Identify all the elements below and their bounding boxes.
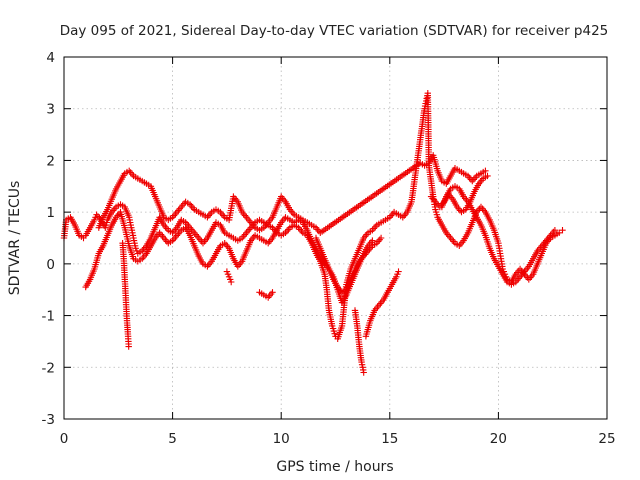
series-main-track [60, 90, 566, 342]
y-axis-label: SDTVAR / TECUs [7, 181, 23, 296]
grid-lines [64, 57, 607, 419]
x-tick-label: 10 [273, 431, 290, 447]
x-tick-label: 20 [490, 431, 507, 447]
y-tick-label: -1 [42, 309, 55, 325]
series-descending-track [312, 234, 385, 296]
x-tick-label: 5 [168, 431, 177, 447]
series-upper-track [95, 152, 489, 236]
chart-title: Day 095 of 2021, Sidereal Day-to-day VTE… [60, 23, 609, 39]
data-point [395, 268, 402, 275]
series-late-track [438, 183, 559, 288]
data-point [360, 369, 367, 376]
series-mid-track [427, 172, 491, 216]
series-tail-15h [362, 268, 402, 340]
series-spike-13h50 [351, 307, 367, 376]
y-tick-label: 0 [46, 257, 55, 273]
x-axis-label: GPS time / hours [276, 459, 393, 475]
data-point [559, 227, 566, 234]
y-tick-label: 3 [46, 102, 55, 118]
y-tick-label: -2 [42, 360, 55, 376]
data-point [484, 172, 491, 180]
x-tick-label: 0 [60, 431, 69, 447]
x-tick-label: 25 [598, 431, 615, 447]
data-point [482, 167, 489, 174]
series-blip-9h40 [256, 289, 276, 301]
x-tick-label: 15 [381, 431, 398, 447]
series-spike-7h40 [223, 268, 235, 286]
y-tick-label: 1 [46, 205, 55, 221]
data-points [60, 90, 566, 376]
series-spike-2h45 [119, 240, 132, 350]
data-point [228, 278, 235, 286]
y-tick-label: -3 [42, 412, 55, 428]
data-point [125, 343, 132, 350]
data-point [556, 229, 563, 236]
series-lower-track [82, 208, 376, 306]
plot-frame [63, 56, 608, 420]
y-tick-label: 2 [46, 153, 55, 169]
data-point [377, 234, 385, 242]
data-point [269, 289, 276, 296]
data-point [551, 227, 559, 234]
axis-ticks: 0 5 10 15 20 25 -3 -2 -1 0 1 2 3 4 [42, 50, 616, 447]
y-tick-label: 4 [46, 50, 55, 66]
